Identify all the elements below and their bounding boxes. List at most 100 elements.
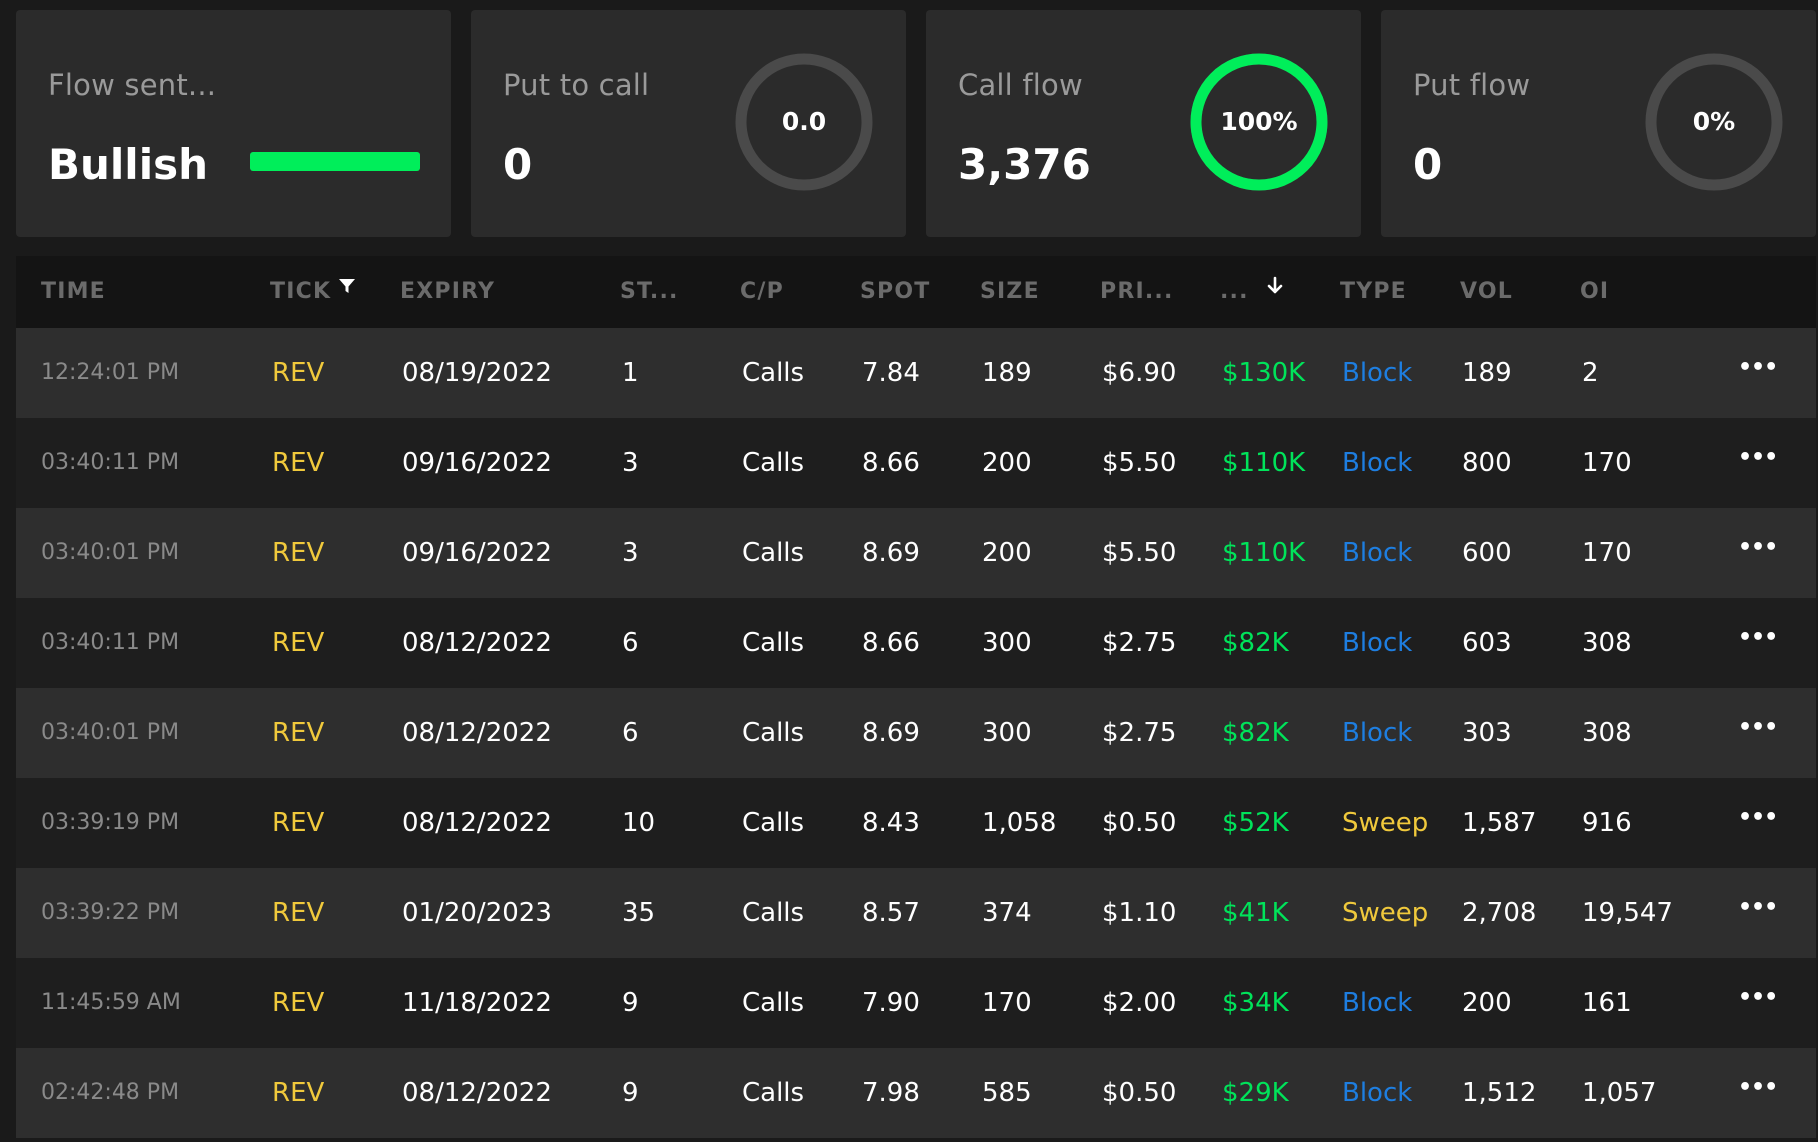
flow-sentiment-card: Flow sent... Bullish xyxy=(16,10,451,237)
cell-tick[interactable]: REV xyxy=(272,1078,325,1108)
sort-desc-icon[interactable] xyxy=(1265,276,1285,296)
cell-oi: 308 xyxy=(1582,628,1632,658)
table-row[interactable]: 11:45:59 AM REV 11/18/2022 9 Calls 7.90 170 $2.… xyxy=(16,958,1816,1048)
cell-spot: 8.66 xyxy=(862,628,920,658)
cell-size: 170 xyxy=(982,988,1032,1018)
call-flow-ring-text: 100% xyxy=(1220,107,1298,136)
column-header-oi[interactable]: OI xyxy=(1580,279,1610,304)
cell-price: $5.50 xyxy=(1102,448,1177,478)
cell-time: 03:40:11 PM xyxy=(41,450,180,475)
column-header-spot[interactable]: SPOT xyxy=(860,279,931,304)
cell-spot: 8.66 xyxy=(862,448,920,478)
column-header-tick[interactable]: TICK xyxy=(270,279,332,304)
column-header-strike[interactable]: ST... xyxy=(620,279,679,304)
table-header: TIME TICK EXPIRY ST... C/P SPOT SIZE PRI… xyxy=(16,256,1816,328)
put-flow-card: Put flow 0 0% xyxy=(1381,10,1816,237)
table-row[interactable]: 03:39:22 PM REV 01/20/2023 35 Calls 8.57 374 $1… xyxy=(16,868,1816,958)
more-icon[interactable]: ••• xyxy=(1738,985,1778,1010)
flow-sentiment-value: Bullish xyxy=(48,140,209,189)
cell-expiry: 09/16/2022 xyxy=(402,448,552,478)
cell-expiry: 08/12/2022 xyxy=(402,808,552,838)
cell-size: 200 xyxy=(982,538,1032,568)
cell-expiry: 08/12/2022 xyxy=(402,1078,552,1108)
column-header-type[interactable]: TYPE xyxy=(1340,279,1407,304)
more-icon[interactable]: ••• xyxy=(1738,805,1778,830)
column-header-size[interactable]: SIZE xyxy=(980,279,1040,304)
cell-oi: 19,547 xyxy=(1582,898,1673,928)
cell-spot: 7.98 xyxy=(862,1078,920,1108)
cell-cp: Calls xyxy=(742,898,805,928)
call-flow-card: Call flow 3,376 100% xyxy=(926,10,1361,237)
more-icon[interactable]: ••• xyxy=(1738,715,1778,740)
cell-tick[interactable]: REV xyxy=(272,808,325,838)
filter-icon[interactable] xyxy=(337,276,357,296)
table-row[interactable]: 03:39:19 PM REV 08/12/2022 10 Calls 8.43 1,058… xyxy=(16,778,1816,868)
cell-strike: 6 xyxy=(622,718,639,748)
cell-strike: 9 xyxy=(622,988,639,1018)
cell-tick[interactable]: REV xyxy=(272,538,325,568)
cell-time: 03:39:22 PM xyxy=(41,900,180,925)
column-header-cp[interactable]: C/P xyxy=(740,279,784,304)
cell-tick[interactable]: REV xyxy=(272,358,325,388)
column-header-premium[interactable]: ... xyxy=(1220,279,1249,304)
table-row[interactable]: 02:42:48 PM REV 08/12/2022 9 Calls 7.98 585 $0.… xyxy=(16,1048,1816,1138)
cell-expiry: 08/12/2022 xyxy=(402,718,552,748)
summary-cards: Flow sent... Bullish Put to call 0 0.0 C… xyxy=(16,10,1816,237)
cell-vol: 1,587 xyxy=(1462,808,1537,838)
cell-time: 03:40:11 PM xyxy=(41,630,180,655)
cell-type: Sweep xyxy=(1342,808,1429,838)
cell-strike: 6 xyxy=(622,628,639,658)
more-icon[interactable]: ••• xyxy=(1738,445,1778,470)
more-icon[interactable]: ••• xyxy=(1738,355,1778,380)
column-header-expiry[interactable]: EXPIRY xyxy=(400,279,496,304)
table-row[interactable]: 03:40:11 PM REV 09/16/2022 3 Calls 8.66 200 $5.… xyxy=(16,418,1816,508)
column-header-price[interactable]: PRI... xyxy=(1100,279,1174,304)
cell-oi: 308 xyxy=(1582,718,1632,748)
cell-tick[interactable]: REV xyxy=(272,898,325,928)
column-header-time[interactable]: TIME xyxy=(41,279,106,304)
cell-tick[interactable]: REV xyxy=(272,718,325,748)
cell-premium: $110K xyxy=(1222,448,1306,478)
put-flow-ring-text: 0% xyxy=(1692,107,1736,136)
cell-strike: 1 xyxy=(622,358,639,388)
more-icon[interactable]: ••• xyxy=(1738,1075,1778,1100)
cell-premium: $130K xyxy=(1222,358,1306,388)
cell-price: $0.50 xyxy=(1102,1078,1177,1108)
cell-spot: 8.43 xyxy=(862,808,920,838)
cell-time: 12:24:01 PM xyxy=(41,360,180,385)
cell-expiry: 08/19/2022 xyxy=(402,358,552,388)
cell-strike: 10 xyxy=(622,808,656,838)
more-icon[interactable]: ••• xyxy=(1738,895,1778,920)
cell-price: $0.50 xyxy=(1102,808,1177,838)
cell-expiry: 08/12/2022 xyxy=(402,628,552,658)
column-header-vol[interactable]: VOL xyxy=(1460,279,1513,304)
cell-time: 03:40:01 PM xyxy=(41,540,180,565)
cell-price: $2.75 xyxy=(1102,718,1177,748)
cell-oi: 170 xyxy=(1582,538,1632,568)
cell-tick[interactable]: REV xyxy=(272,448,325,478)
table-row[interactable]: 12:24:01 PM REV 08/19/2022 1 Calls 7.84 189 $6.… xyxy=(16,328,1816,418)
cell-size: 189 xyxy=(982,358,1032,388)
cell-type: Block xyxy=(1342,1078,1413,1108)
cell-strike: 35 xyxy=(622,898,656,928)
cell-oi: 916 xyxy=(1582,808,1632,838)
cell-size: 200 xyxy=(982,448,1032,478)
cell-oi: 1,057 xyxy=(1582,1078,1657,1108)
more-icon[interactable]: ••• xyxy=(1738,535,1778,560)
table-row[interactable]: 03:40:01 PM REV 09/16/2022 3 Calls 8.69 200 $5.… xyxy=(16,508,1816,598)
put-to-call-label: Put to call xyxy=(503,68,650,102)
cell-cp: Calls xyxy=(742,538,805,568)
cell-tick[interactable]: REV xyxy=(272,628,325,658)
cell-tick[interactable]: REV xyxy=(272,988,325,1018)
cell-price: $6.90 xyxy=(1102,358,1177,388)
table-row[interactable]: 03:40:11 PM REV 08/12/2022 6 Calls 8.66 300 $2.… xyxy=(16,598,1816,688)
cell-cp: Calls xyxy=(742,718,805,748)
cell-time: 11:45:59 AM xyxy=(41,990,181,1015)
table-row[interactable]: 03:40:01 PM REV 08/12/2022 6 Calls 8.69 300 $2.… xyxy=(16,688,1816,778)
cell-vol: 303 xyxy=(1462,718,1512,748)
cell-expiry: 11/18/2022 xyxy=(402,988,552,1018)
cell-type: Sweep xyxy=(1342,898,1429,928)
put-flow-value: 0 xyxy=(1413,140,1443,189)
more-icon[interactable]: ••• xyxy=(1738,625,1778,650)
call-flow-value: 3,376 xyxy=(958,140,1091,189)
